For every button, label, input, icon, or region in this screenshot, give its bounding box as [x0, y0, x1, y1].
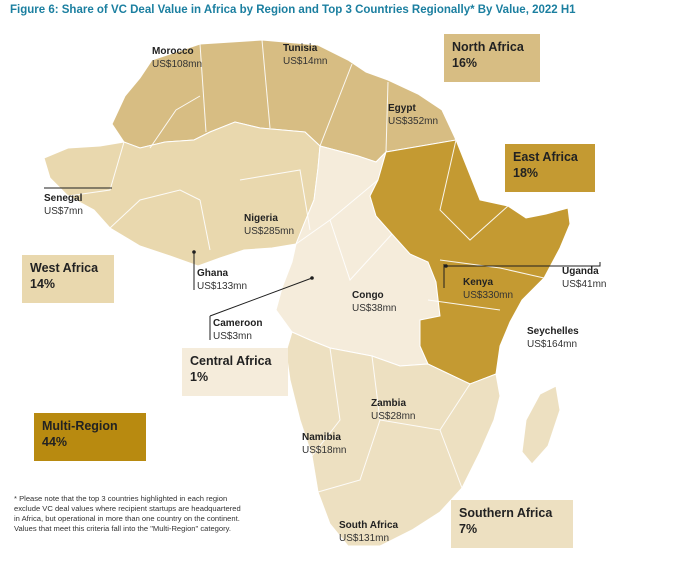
- region-share: 7%: [459, 522, 478, 536]
- region-west-africa: [43, 121, 321, 267]
- figure-title: Figure 6: Share of VC Deal Value in Afri…: [10, 4, 576, 16]
- island-madagascar: [521, 385, 561, 465]
- country-name: Kenya: [463, 277, 494, 288]
- country-name: Cameroon: [213, 318, 263, 329]
- country-label-uganda: Uganda US$41mn: [562, 265, 606, 291]
- country-name: Congo: [352, 290, 384, 301]
- country-label-zambia: Zambia US$28mn: [371, 397, 415, 423]
- country-value: US$330mn: [463, 290, 514, 301]
- country-value: US$131mn: [339, 533, 390, 544]
- pin-ghana: [192, 250, 196, 254]
- region-name: Southern Africa: [459, 506, 553, 520]
- country-label-nigeria: Nigeria US$285mn: [244, 212, 294, 238]
- leader-cameroon: [209, 277, 313, 340]
- country-value: US$164mn: [527, 339, 578, 350]
- country-label-cameroon: Cameroon US$3mn: [213, 317, 262, 343]
- country-name: Egypt: [388, 103, 416, 114]
- country-label-kenya: Kenya US$330mn: [463, 276, 513, 302]
- region-box-southern-africa: Southern Africa 7%: [451, 500, 573, 548]
- region-name: North Africa: [452, 40, 524, 54]
- country-value: US$41mn: [562, 279, 607, 290]
- region-share: 16%: [452, 56, 478, 70]
- country-value: US$38mn: [352, 303, 397, 314]
- country-label-morocco: Morocco US$108mn: [152, 45, 202, 71]
- region-east-africa: [369, 139, 571, 385]
- country-label-egypt: Egypt US$352mn: [388, 102, 438, 128]
- country-value: US$285mn: [244, 226, 295, 237]
- country-value: US$7mn: [44, 206, 83, 217]
- country-label-ghana: Ghana US$133mn: [197, 267, 247, 293]
- region-box-east-africa: East Africa 18%: [505, 144, 595, 192]
- country-name: Tunisia: [283, 43, 318, 54]
- pin-cameroon: [310, 276, 314, 280]
- footnote: * Please note that the top 3 countries h…: [14, 494, 241, 533]
- country-name: Uganda: [562, 266, 599, 277]
- country-value: US$352mn: [388, 116, 439, 127]
- country-value: US$28mn: [371, 411, 416, 422]
- country-name: Seychelles: [527, 326, 579, 337]
- region-name: Multi-Region: [42, 419, 118, 433]
- country-name: Namibia: [302, 432, 341, 443]
- region-name: West Africa: [30, 261, 99, 275]
- country-label-namibia: Namibia US$18mn: [302, 431, 346, 457]
- country-name: Ghana: [197, 268, 229, 279]
- country-label-south-africa: South Africa US$131mn: [339, 519, 398, 545]
- internal-borders: [67, 39, 545, 493]
- country-value: US$133mn: [197, 281, 248, 292]
- country-label-congo: Congo US$38mn: [352, 289, 396, 315]
- country-name: Zambia: [371, 398, 407, 409]
- country-label-seychelles: Seychelles US$164mn: [527, 325, 579, 351]
- region-name: East Africa: [513, 150, 578, 164]
- region-share: 44%: [42, 435, 68, 449]
- leader-uganda: [446, 262, 601, 267]
- country-value: US$18mn: [302, 445, 347, 456]
- country-name: Morocco: [152, 46, 194, 57]
- country-value: US$14mn: [283, 56, 328, 67]
- country-value: US$3mn: [213, 331, 252, 342]
- country-label-senegal: Senegal US$7mn: [44, 192, 83, 218]
- country-name: Nigeria: [244, 213, 278, 224]
- country-name: Senegal: [44, 193, 83, 204]
- country-label-tunisia: Tunisia US$14mn: [283, 42, 327, 68]
- region-box-central-africa: Central Africa 1%: [182, 348, 288, 396]
- country-name: South Africa: [339, 520, 399, 531]
- region-share: 1%: [190, 370, 209, 384]
- pin-uganda: [444, 264, 448, 268]
- region-share: 18%: [513, 166, 539, 180]
- region-share: 14%: [30, 277, 56, 291]
- country-value: US$108mn: [152, 59, 203, 70]
- leader-lines: [44, 187, 601, 340]
- region-name: Central Africa: [190, 354, 272, 368]
- region-box-west-africa: West Africa 14%: [22, 255, 114, 303]
- region-box-north-africa: North Africa 16%: [444, 34, 540, 82]
- region-box-multi-region: Multi-Region 44%: [34, 413, 146, 461]
